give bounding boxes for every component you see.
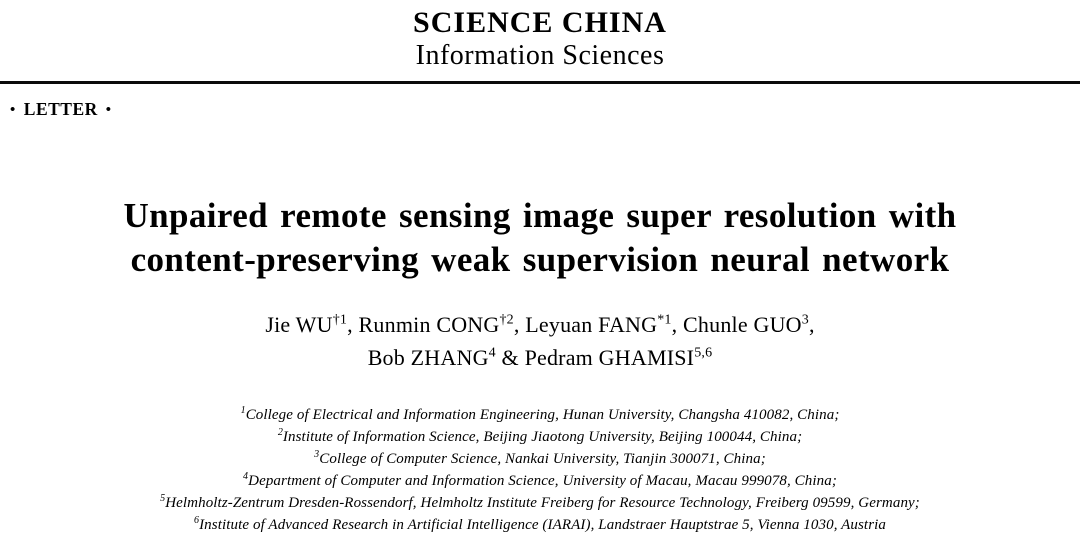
- affiliation-superscript: 3: [314, 449, 320, 460]
- affiliation-text: College of Computer Science, Nankai Univ…: [319, 451, 766, 467]
- author-superscript: †2: [499, 312, 514, 328]
- paper-title-line2: content-preserving weak supervision neur…: [130, 240, 950, 279]
- paper-title-line1: Unpaired remote sensing image super reso…: [123, 196, 957, 235]
- header-rule: [0, 81, 1080, 84]
- author-superscript: 4: [488, 345, 496, 361]
- author-name: Pedram GHAMISI: [524, 345, 695, 370]
- affiliation-superscript: 1: [240, 405, 246, 416]
- affiliation-line: 6Institute of Advanced Research in Artif…: [0, 514, 1080, 536]
- affiliation-line: 3College of Computer Science, Nankai Uni…: [0, 448, 1080, 470]
- author-separator: &: [495, 345, 525, 370]
- affiliation-text: Department of Computer and Information S…: [248, 473, 837, 489]
- author-separator: ,: [808, 312, 815, 337]
- affiliation-list: 1College of Electrical and Information E…: [0, 404, 1080, 536]
- author-separator: ,: [513, 312, 526, 337]
- author-superscript: *1: [657, 312, 672, 328]
- author-separator: ,: [347, 312, 359, 337]
- affiliation-superscript: 4: [243, 471, 249, 482]
- affiliation-superscript: 2: [277, 427, 283, 438]
- journal-masthead: SCIENCE CHINA Information Sciences: [0, 0, 1080, 72]
- author-superscript: †1: [332, 312, 348, 328]
- author-separator: ,: [671, 312, 684, 337]
- affiliation-text: Institute of Advanced Research in Artifi…: [199, 517, 887, 533]
- affiliation-line: 2Institute of Information Science, Beiji…: [0, 426, 1080, 448]
- author-name: Chunle GUO: [683, 312, 802, 337]
- author-list: Jie WU†1, Runmin CONG†2, Leyuan FANG*1, …: [0, 308, 1080, 374]
- bullet-icon: •: [105, 102, 112, 118]
- affiliation-text: Helmholtz-Zentrum Dresden-Rossendorf, He…: [165, 495, 920, 511]
- affiliation-text: Institute of Information Science, Beijin…: [282, 429, 803, 445]
- affiliation-superscript: 6: [193, 515, 200, 526]
- author-line: Jie WU†1, Runmin CONG†2, Leyuan FANG*1, …: [0, 308, 1080, 341]
- bullet-icon: •: [10, 102, 16, 118]
- affiliation-text: College of Electrical and Information En…: [245, 407, 840, 423]
- affiliation-line: 1College of Electrical and Information E…: [0, 404, 1080, 426]
- affiliation-superscript: 5: [160, 493, 166, 504]
- author-superscript: 3: [801, 312, 809, 328]
- affiliation-line: 4Department of Computer and Information …: [0, 470, 1080, 492]
- journal-subtitle: Information Sciences: [415, 40, 665, 71]
- author-name: Leyuan FANG: [525, 312, 658, 337]
- article-type: • LETTER •: [10, 99, 1080, 120]
- author-line: Bob ZHANG4 & Pedram GHAMISI5,6: [0, 341, 1080, 374]
- paper-title: Unpaired remote sensing image super reso…: [0, 194, 1080, 282]
- journal-name: SCIENCE CHINA: [413, 6, 667, 39]
- author-name: Jie WU: [265, 312, 333, 337]
- article-type-label: LETTER: [23, 99, 98, 119]
- affiliation-line: 5Helmholtz-Zentrum Dresden-Rossendorf, H…: [0, 492, 1080, 514]
- author-name: Bob ZHANG: [367, 345, 489, 370]
- author-name: Runmin CONG: [358, 312, 500, 337]
- author-superscript: 5,6: [694, 345, 713, 361]
